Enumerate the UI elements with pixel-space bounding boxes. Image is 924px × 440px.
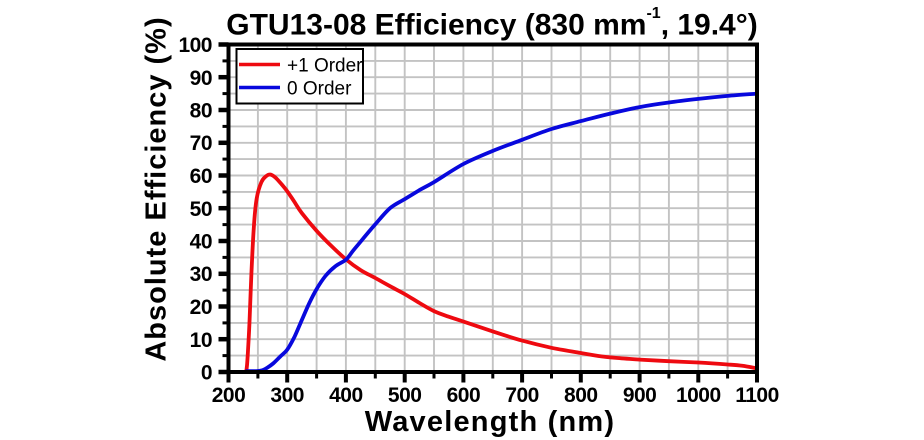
- svg-text:80: 80: [190, 100, 212, 123]
- svg-text:800: 800: [564, 384, 598, 407]
- svg-text:1100: 1100: [735, 384, 779, 407]
- svg-text:200: 200: [212, 384, 246, 407]
- svg-text:900: 900: [623, 384, 657, 407]
- svg-text:50: 50: [190, 198, 212, 221]
- svg-text:10: 10: [190, 329, 212, 352]
- svg-text:Absolute Efficiency (%): Absolute Efficiency (%): [141, 16, 173, 361]
- svg-text:+1 Order: +1 Order: [287, 56, 363, 77]
- svg-text:40: 40: [190, 231, 212, 254]
- svg-text:0: 0: [201, 362, 212, 385]
- svg-text:500: 500: [388, 384, 422, 407]
- svg-text:600: 600: [447, 384, 481, 407]
- svg-text:0 Order: 0 Order: [287, 79, 352, 100]
- svg-text:20: 20: [190, 296, 212, 319]
- svg-text:30: 30: [190, 263, 212, 286]
- svg-text:1000: 1000: [676, 384, 721, 407]
- svg-text:700: 700: [505, 384, 539, 407]
- svg-text:70: 70: [190, 132, 212, 155]
- svg-text:100: 100: [178, 34, 212, 57]
- svg-text:Wavelength (nm): Wavelength (nm): [365, 406, 616, 438]
- svg-text:GTU13-08 Efficiency (830 mm-1,: GTU13-08 Efficiency (830 mm-1, 19.4°): [226, 5, 757, 41]
- svg-text:90: 90: [190, 67, 212, 90]
- svg-text:300: 300: [270, 384, 304, 407]
- svg-text:400: 400: [329, 384, 363, 407]
- svg-text:60: 60: [190, 165, 212, 188]
